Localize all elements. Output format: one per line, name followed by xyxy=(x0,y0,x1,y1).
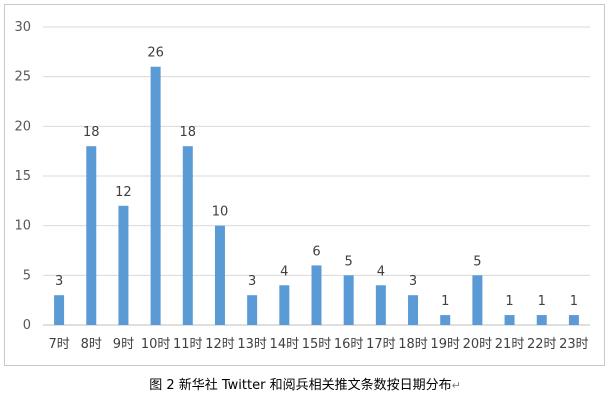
bar xyxy=(375,285,386,325)
x-tick-label: 16时 xyxy=(334,337,364,352)
data-label: 12 xyxy=(115,185,132,200)
data-label: 26 xyxy=(147,46,164,61)
bar xyxy=(311,265,322,325)
x-tick-label: 18时 xyxy=(398,337,428,352)
bar xyxy=(86,146,97,325)
bar xyxy=(118,205,129,325)
data-labels: 3 18 12 26 18 10 3 4 6 5 4 3 1 5 1 1 1 xyxy=(55,46,578,309)
bar xyxy=(536,315,547,325)
x-tick-label: 23时 xyxy=(559,337,589,352)
data-label: 1 xyxy=(505,294,513,309)
x-tick-label: 22时 xyxy=(527,337,557,352)
bar xyxy=(408,295,419,325)
x-tick-label: 7时 xyxy=(48,337,69,352)
y-tick-label: 5 xyxy=(23,268,31,283)
x-tick-label: 9时 xyxy=(113,337,134,352)
data-label: 1 xyxy=(570,294,578,309)
x-tick-label: 11时 xyxy=(173,337,203,352)
bar xyxy=(343,275,354,325)
gridlines xyxy=(43,26,590,326)
bar xyxy=(214,225,225,325)
chart-frame: 0 5 10 15 20 25 30 3 18 12 26 18 10 3 4 6 5 4 3 1 5 1 1 1 7时 8时… xyxy=(4,4,605,366)
y-tick-label: 30 xyxy=(14,20,31,35)
figure-caption: 图 2 新华社 Twitter 和阅兵相关推文条数按日期分布↵ xyxy=(0,374,610,393)
data-label: 1 xyxy=(441,294,449,309)
data-label: 3 xyxy=(248,274,256,289)
bar xyxy=(247,295,258,325)
data-label: 3 xyxy=(409,274,417,289)
data-label: 1 xyxy=(538,294,546,309)
y-tick-label: 15 xyxy=(14,169,31,184)
bar xyxy=(568,315,579,325)
x-axis-ticks: 7时 8时 9时 10时 11时 12时 13时 14时 15时 16时 17时 18时 19时 20时 2… xyxy=(48,337,588,352)
x-tick-label: 10时 xyxy=(141,337,171,352)
bar xyxy=(504,315,515,325)
bar xyxy=(279,285,290,325)
x-tick-label: 12时 xyxy=(205,337,235,352)
x-tick-label: 13时 xyxy=(237,337,267,352)
paragraph-mark-icon: ↵ xyxy=(451,379,461,392)
bars xyxy=(54,66,579,325)
x-tick-label: 20时 xyxy=(463,337,493,352)
data-label: 3 xyxy=(55,274,63,289)
x-tick-label: 21时 xyxy=(495,337,525,352)
x-tick-label: 17时 xyxy=(366,337,396,352)
y-tick-label: 10 xyxy=(14,219,31,234)
x-tick-label: 19时 xyxy=(430,337,460,352)
data-label: 5 xyxy=(473,254,481,269)
data-label: 5 xyxy=(345,254,353,269)
bar xyxy=(54,295,65,325)
x-tick-label: 14时 xyxy=(270,337,300,352)
y-tick-label: 25 xyxy=(14,70,31,85)
y-axis-ticks: 0 5 10 15 20 25 30 xyxy=(14,20,31,333)
y-tick-label: 20 xyxy=(14,119,31,134)
data-label: 6 xyxy=(312,244,320,259)
bar xyxy=(440,315,451,325)
data-label: 18 xyxy=(180,125,197,140)
caption-text: 图 2 新华社 Twitter 和阅兵相关推文条数按日期分布 xyxy=(149,378,452,393)
bar xyxy=(182,146,193,325)
data-label: 4 xyxy=(377,264,385,279)
data-label: 18 xyxy=(83,125,100,140)
y-tick-label: 0 xyxy=(23,318,31,333)
bar xyxy=(150,66,161,325)
data-label: 10 xyxy=(212,205,229,220)
bar xyxy=(472,275,483,325)
data-label: 4 xyxy=(280,264,288,279)
x-tick-label: 15时 xyxy=(302,337,332,352)
x-tick-label: 8时 xyxy=(81,337,102,352)
